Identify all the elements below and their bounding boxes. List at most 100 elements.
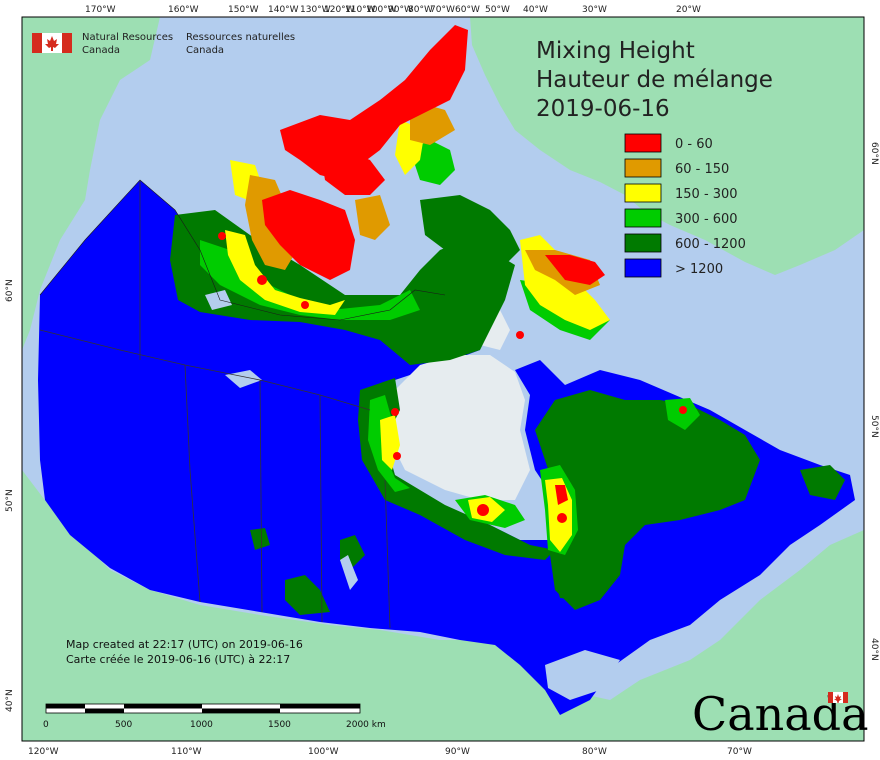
tick-left-50n: 50°N	[5, 489, 15, 512]
zone-600-1200-patch-1	[285, 575, 330, 615]
map-panel	[22, 17, 864, 741]
great-lakes	[545, 650, 620, 700]
zone-0-60-spot-6	[516, 331, 524, 339]
zone-0-60-spot-8	[218, 232, 226, 240]
scale-label-1500: 1500	[268, 720, 291, 730]
legend-label-300-600: 300 - 600	[675, 212, 738, 227]
tick-top-90w: 90°W	[388, 5, 413, 15]
scale-label-0: 0	[43, 720, 49, 730]
tick-right-50n: 50°N	[869, 415, 879, 438]
agency-fr-line2: Canada	[186, 45, 224, 56]
zone-0-60-spot-1	[477, 504, 489, 516]
graticule-bottom: 120°W 110°W 100°W 90°W 80°W 70°W	[28, 747, 752, 757]
tick-bottom-70w: 70°W	[727, 747, 752, 757]
hudson-bay	[390, 355, 530, 500]
legend-item: 0 - 60	[624, 133, 713, 153]
zone-600-1200-newfoundland	[800, 465, 845, 500]
legend-item: 600 - 1200	[624, 233, 746, 253]
zone-300-600-north-coast	[200, 240, 420, 320]
legend-label-150-300: 150 - 300	[675, 187, 738, 202]
scale-label-1000: 1000	[190, 720, 213, 730]
tick-top-20w: 20°W	[676, 5, 701, 15]
tick-top-120w: 120°W	[324, 5, 355, 15]
zone-60-150-central	[355, 195, 390, 240]
tick-top-130w: 130°W	[300, 5, 331, 15]
created-note-en: Map created at 22:17 (UTC) on 2019-06-16	[66, 638, 303, 651]
zone-600-1200-quebec	[535, 390, 760, 610]
graticule-top: 170°W 160°W 150°W 140°W 130°W 120°W 110°…	[85, 5, 701, 15]
tick-top-60w: 60°W	[455, 5, 480, 15]
tick-left-60n: 60°N	[5, 279, 15, 302]
legend-label-over-1200: > 1200	[675, 262, 723, 277]
tick-top-110w: 110°W	[345, 5, 376, 15]
agency-en-line2: Canada	[82, 45, 120, 56]
tick-bottom-90w: 90°W	[445, 747, 470, 757]
tick-left-40n: 40°N	[5, 689, 15, 712]
tick-bottom-110w: 110°W	[171, 747, 202, 757]
legend-swatch-60-150	[624, 158, 662, 178]
great-bear-lake	[205, 290, 232, 310]
zone-600-1200-north	[170, 210, 515, 365]
tick-right-40n: 40°N	[869, 638, 879, 661]
usa-land	[22, 470, 864, 741]
tick-top-80w: 80°W	[408, 5, 433, 15]
zone-0-60-banks	[262, 190, 355, 280]
zone-0-60-spot-4	[391, 408, 399, 416]
agency-en-line1: Natural Resources	[82, 32, 173, 43]
title-date: 2019-06-16	[536, 96, 670, 122]
tick-top-70w: 70°W	[430, 5, 455, 15]
legend-item: 60 - 150	[624, 158, 729, 178]
legend-swatch-over-1200	[624, 258, 662, 278]
tick-top-150w: 150°W	[228, 5, 259, 15]
tick-bottom-120w: 120°W	[28, 747, 59, 757]
zone-300-600-hudson	[368, 395, 410, 492]
zone-600-1200-patch-2	[250, 528, 270, 550]
canada-outline	[39, 179, 446, 321]
title-en: Mixing Height	[536, 38, 695, 64]
agency-fr-line1: Ressources naturelles	[186, 32, 295, 43]
legend-label-60-150: 60 - 150	[675, 162, 729, 177]
tick-top-40w: 40°W	[523, 5, 548, 15]
zone-600-1200-baffin	[420, 195, 520, 270]
zone-0-60-spot-2	[557, 513, 567, 523]
map-title: Mixing Height Hauteur de mélange 2019-06…	[536, 38, 773, 122]
province-borders	[39, 180, 391, 629]
map-border	[21, 16, 865, 742]
tick-top-140w: 140°W	[268, 5, 299, 15]
legend-item: 300 - 600	[624, 208, 738, 228]
legend-item: > 1200	[624, 258, 723, 278]
lake-winnipeg	[340, 555, 358, 590]
zone-150-300-north-1	[225, 230, 345, 315]
zone-0-60-arctic-islands	[280, 25, 468, 180]
scale-label-2000-km: 2000 km	[346, 720, 386, 730]
tick-top-100w: 100°W	[366, 5, 397, 15]
title-fr: Hauteur de mélange	[536, 67, 773, 93]
wordmark-flag-icon	[828, 692, 848, 703]
zone-0-60-hudson-spots	[555, 485, 568, 505]
graticule-left: 60°N 50°N 40°N	[5, 279, 15, 712]
zone-0-60-spot-9	[301, 301, 309, 309]
zone-0-60-spot-5	[679, 406, 687, 414]
legend-item: 150 - 300	[624, 183, 738, 203]
tick-top-170w: 170°W	[85, 5, 116, 15]
legend-swatch-0-60	[624, 133, 662, 153]
tick-right-60n: 60°N	[869, 142, 879, 165]
tick-bottom-100w: 100°W	[308, 747, 339, 757]
canada-wordmark: Canada	[692, 687, 869, 741]
zone-0-60-spot-7	[257, 275, 267, 285]
scale-bar: 0 500 1000 1500 2000 km	[43, 703, 386, 730]
alaska-land	[22, 17, 160, 350]
created-note-fr: Carte créée le 2019-06-16 (UTC) à 22:17	[66, 653, 290, 666]
tick-top-160w: 160°W	[168, 5, 199, 15]
tick-bottom-80w: 80°W	[582, 747, 607, 757]
zone-0-60-victoria	[320, 150, 385, 195]
agency-signature: Natural Resources Canada Ressources natu…	[32, 32, 295, 56]
graticule-right: 60°N 50°N 40°N	[869, 142, 879, 661]
greenland-land	[470, 17, 864, 275]
zone-300-600-ungava	[665, 398, 700, 430]
scale-label-500: 500	[115, 720, 132, 730]
zone-0-60-spot-3	[393, 452, 401, 460]
zone-0-60-baffin	[545, 255, 605, 285]
legend-swatch-150-300	[624, 183, 662, 203]
